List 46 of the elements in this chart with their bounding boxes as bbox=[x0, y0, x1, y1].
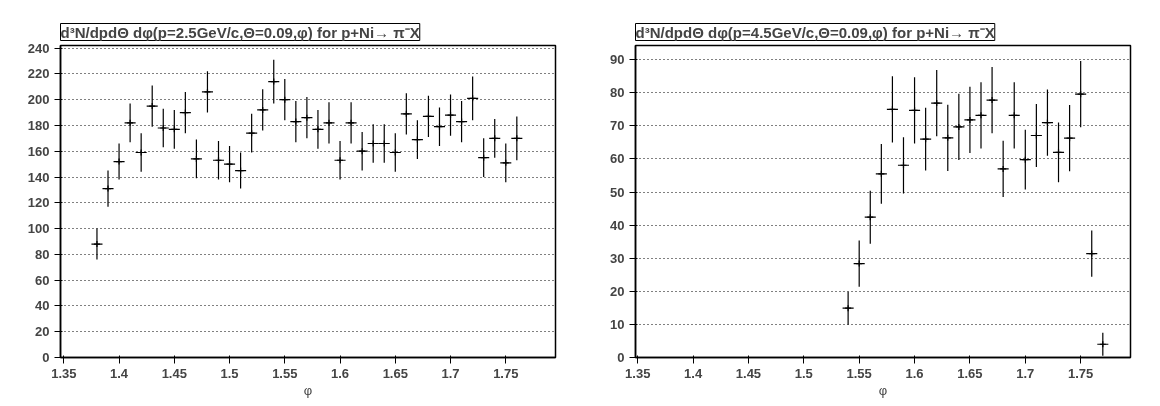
x-axis-title: φ bbox=[878, 382, 888, 398]
x-tick-label: 1.75 bbox=[493, 365, 519, 381]
y-tick-label: 200 bbox=[27, 92, 50, 108]
x-tick-label: 1.4 bbox=[110, 365, 129, 381]
y-tick-label: 40 bbox=[35, 298, 50, 314]
y-tick-label: 160 bbox=[27, 143, 50, 159]
x-tick-label: 1.7 bbox=[1016, 365, 1035, 381]
y-tick-label: 100 bbox=[27, 221, 50, 237]
x-tick-label: 1.6 bbox=[905, 365, 924, 381]
y-tick-label: 60 bbox=[35, 272, 50, 288]
y-tick-label: 0 bbox=[42, 350, 50, 365]
y-tick-label: 50 bbox=[610, 184, 625, 200]
x-tick-label: 1.55 bbox=[846, 365, 872, 381]
y-tick-label: 80 bbox=[610, 85, 625, 101]
y-tick-label: 180 bbox=[27, 117, 50, 133]
y-tick-label: 240 bbox=[27, 40, 50, 56]
y-tick-label: 30 bbox=[610, 250, 625, 266]
x-tick-label: 1.65 bbox=[957, 365, 983, 381]
y-tick-label: 60 bbox=[610, 151, 625, 167]
x-tick-label: 1.35 bbox=[625, 365, 651, 381]
y-tick-label: 90 bbox=[610, 52, 625, 68]
x-tick-label: 1.7 bbox=[441, 365, 460, 381]
x-tick-label: 1.35 bbox=[51, 365, 77, 381]
x-tick-label: 1.55 bbox=[272, 365, 298, 381]
y-tick-label: 120 bbox=[27, 195, 50, 211]
x-tick-label: 1.65 bbox=[382, 365, 408, 381]
y-tick-label: 220 bbox=[27, 66, 50, 82]
point bbox=[325, 119, 333, 127]
x-tick-label: 1.4 bbox=[684, 365, 703, 381]
x-axis-title: φ bbox=[303, 382, 313, 398]
x-tick-label: 1.5 bbox=[794, 365, 813, 381]
chart-title: d³N/dpdΘ dφ(p=2.5GeV/c,Θ=0.09,φ) for p+Ni→ π⁻X bbox=[60, 23, 420, 41]
chart-title: d³N/dpdΘ dφ(p=4.5GeV/c,Θ=0.09,φ) for p+Ni→ π⁻X bbox=[635, 23, 995, 41]
y-tick-label: 40 bbox=[610, 217, 625, 233]
x-tick-label: 1.45 bbox=[161, 365, 187, 381]
y-tick-label: 20 bbox=[35, 324, 50, 340]
y-tick-label: 0 bbox=[617, 350, 625, 365]
x-tick-label: 1.6 bbox=[331, 365, 350, 381]
x-tick-label: 1.45 bbox=[735, 365, 762, 381]
y-tick-label: 80 bbox=[35, 246, 50, 262]
x-tick-label: 1.5 bbox=[220, 365, 239, 381]
x-tick-label: 1.75 bbox=[1068, 365, 1094, 381]
y-tick-label: 70 bbox=[610, 118, 625, 134]
y-tick-label: 140 bbox=[27, 169, 50, 185]
y-tick-label: 10 bbox=[610, 316, 625, 332]
y-tick-label: 20 bbox=[610, 283, 625, 299]
